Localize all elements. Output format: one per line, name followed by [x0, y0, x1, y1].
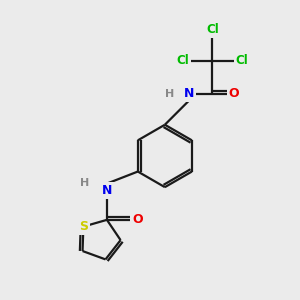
- Text: Cl: Cl: [236, 54, 248, 67]
- Text: N: N: [184, 87, 194, 100]
- Text: N: N: [102, 184, 112, 196]
- Text: Cl: Cl: [176, 54, 189, 67]
- Text: H: H: [165, 88, 174, 98]
- Text: Cl: Cl: [206, 23, 219, 36]
- Text: H: H: [80, 178, 89, 188]
- Text: S: S: [79, 220, 88, 233]
- Text: O: O: [132, 213, 143, 226]
- Text: O: O: [229, 87, 239, 100]
